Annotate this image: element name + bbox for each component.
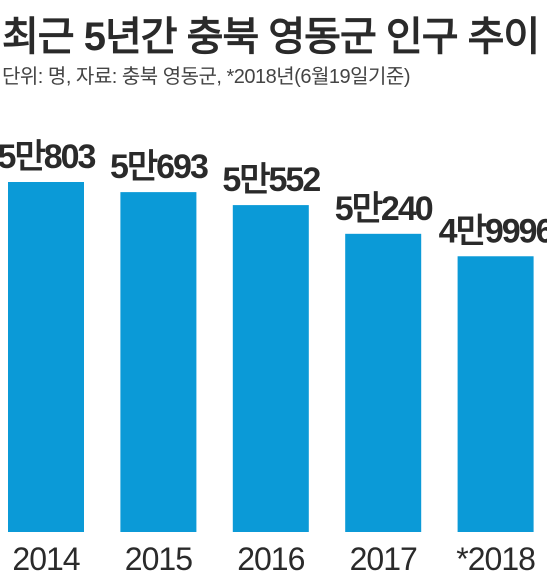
x-tick-label-2014: 2014 <box>12 541 79 577</box>
bar-2016 <box>232 205 309 532</box>
chart-title: 최근 5년간 충북 영동군 인구 추이 <box>2 15 540 59</box>
bar-2017 <box>345 233 422 532</box>
chart-subtitle: 단위: 명, 자료: 충북 영동군, *2018년(6월19일기준) <box>2 66 410 88</box>
bar-2015 <box>120 192 197 532</box>
data-label-2018: 4만9996 <box>439 212 547 250</box>
x-tick-label-2015: 2015 <box>125 541 192 577</box>
bar-2014 <box>8 182 84 532</box>
x-tick-label-2018: *2018 <box>456 541 535 577</box>
data-label-2015: 5만693 <box>110 148 208 186</box>
x-tick-label-2016: 2016 <box>237 541 304 577</box>
x-tick-label-2017: 2017 <box>350 541 417 577</box>
bars-group <box>8 182 534 532</box>
data-label-2017: 5만240 <box>335 190 433 228</box>
data-label-2016: 5만552 <box>222 161 320 199</box>
data-label-2014: 5만803 <box>0 138 96 176</box>
bar-2018 <box>457 256 534 532</box>
x-tick-labels-group: 2014 2015 2016 2017 *2018 <box>12 541 536 577</box>
